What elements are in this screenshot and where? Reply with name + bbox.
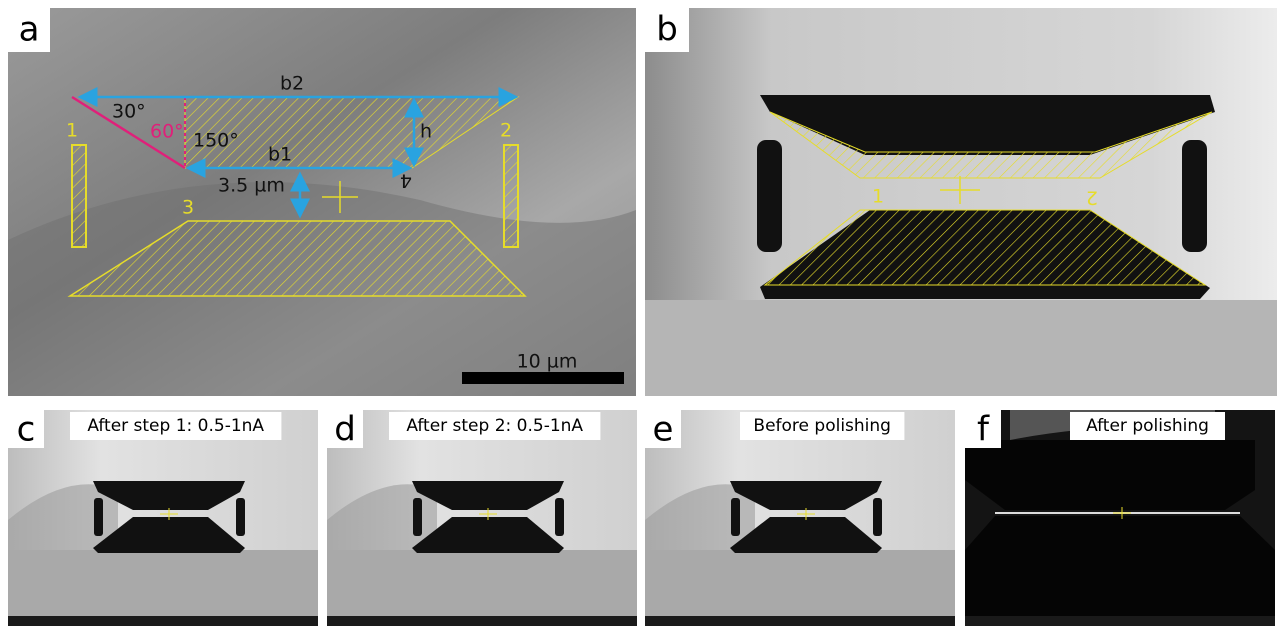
milled-region bbox=[965, 440, 1255, 510]
slot bbox=[1182, 140, 1207, 252]
slot bbox=[94, 498, 103, 536]
panel-label: a bbox=[19, 10, 40, 50]
marker-label: 2 bbox=[1086, 187, 1098, 209]
panel-label: e bbox=[653, 410, 674, 450]
slot bbox=[236, 498, 245, 536]
scale-label: 10 µm bbox=[517, 351, 578, 373]
caption: After step 2: 0.5-1nA bbox=[406, 416, 583, 436]
annotation: b1 bbox=[268, 144, 292, 166]
bottom-row: c After step 1: 0.5-1nA d After step 2: 0.5… bbox=[8, 410, 1275, 626]
terrain bbox=[327, 550, 637, 616]
annotation: 150° bbox=[193, 130, 239, 152]
annotation: 60° bbox=[150, 121, 184, 143]
marker-label: 1 bbox=[872, 186, 884, 208]
caption: After step 1: 0.5-1nA bbox=[87, 416, 264, 436]
slot bbox=[731, 498, 740, 536]
annotation: b2 bbox=[280, 73, 304, 95]
status-bar bbox=[8, 616, 318, 626]
scale-bar bbox=[462, 372, 624, 384]
panel: f After polishing bbox=[965, 410, 1275, 626]
marker-label: 3 bbox=[182, 197, 194, 219]
status-bar bbox=[645, 616, 955, 626]
hatch-region bbox=[72, 145, 86, 247]
figure: a b2 b1 h 30° 60° 150° 3.5 µm 1 2 3 4 10… bbox=[0, 0, 1277, 626]
panel-b: b 1 2 bbox=[645, 8, 1277, 396]
terrain bbox=[645, 550, 955, 616]
slot bbox=[757, 140, 782, 252]
panel-a: a b2 b1 h 30° 60° 150° 3.5 µm 1 2 3 4 10… bbox=[8, 8, 636, 396]
panel: c After step 1: 0.5-1nA bbox=[8, 410, 318, 626]
marker-label: 2 bbox=[500, 120, 512, 142]
panel-label: b bbox=[656, 10, 678, 50]
milled-region bbox=[965, 516, 1275, 616]
marker-label: 1 bbox=[66, 120, 78, 142]
slot bbox=[873, 498, 882, 536]
marker-label: 4 bbox=[400, 170, 412, 192]
caption: After polishing bbox=[1086, 416, 1209, 436]
panel: d After step 2: 0.5-1nA bbox=[327, 410, 637, 626]
status-bar bbox=[965, 616, 1275, 626]
annotation: 30° bbox=[112, 101, 146, 123]
terrain bbox=[8, 550, 318, 616]
slot bbox=[413, 498, 422, 536]
slot bbox=[555, 498, 564, 536]
panel-label: f bbox=[977, 410, 990, 450]
panel-label: d bbox=[334, 410, 356, 450]
annotation: h bbox=[420, 121, 432, 143]
hatch-region bbox=[504, 145, 518, 247]
terrain bbox=[645, 300, 1277, 396]
status-bar bbox=[327, 616, 637, 626]
panel: e Before polishing bbox=[645, 410, 955, 626]
panel-label: c bbox=[17, 410, 36, 450]
annotation: 3.5 µm bbox=[218, 175, 285, 197]
caption: Before polishing bbox=[753, 416, 891, 436]
